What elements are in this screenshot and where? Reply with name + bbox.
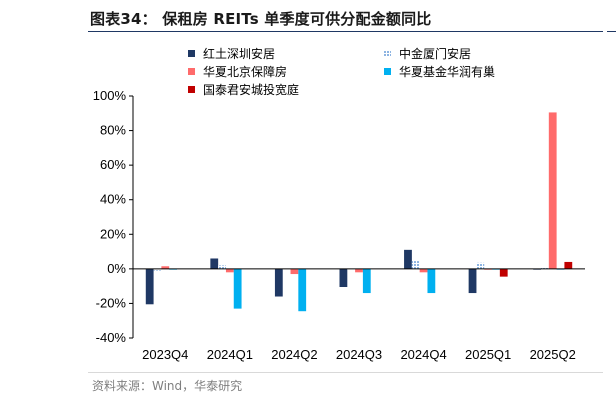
bar-2024Q2-series-3 — [290, 268, 299, 275]
figure-title: 图表34： 保租房 REITs 单季度可供分配金额同比 — [90, 10, 432, 28]
legend-label-4: 华夏基金华润有巢 — [399, 64, 495, 79]
bar-2024Q3-series-4 — [362, 268, 371, 294]
x-axis: 2023Q4 2024Q1 2024Q2 2024Q3 2024Q4 2025Q1 2025… — [133, 268, 585, 362]
bar-2024Q4-series-3 — [419, 268, 428, 273]
legend-label-2: 中金厦门安居 — [399, 46, 471, 61]
x-tick-label: 2024Q1 — [207, 347, 253, 362]
y-tick-label: 100% — [93, 88, 127, 103]
legend-swatch-3 — [188, 68, 195, 75]
bar-2023Q4-series-2 — [153, 268, 162, 271]
bar-2025Q1-series-2 — [476, 262, 485, 269]
legend-label-3: 华夏北京保障房 — [203, 64, 287, 79]
bar-2024Q2-series-4 — [298, 268, 307, 312]
legend-swatch-4 — [384, 68, 391, 75]
x-tick-label: 2025Q2 — [530, 347, 576, 362]
bar-2024Q2-series-1 — [274, 268, 283, 297]
bar-2024Q3-series-3 — [355, 268, 363, 273]
y-tick-label: 40% — [100, 192, 126, 207]
y-tick-label: -40% — [96, 330, 127, 345]
right-divider — [607, 31, 616, 32]
bar-2023Q4-series-3 — [161, 266, 170, 269]
bars — [145, 112, 573, 312]
bar-2025Q1-series-1 — [468, 268, 477, 294]
y-tick-label: 0% — [107, 261, 126, 276]
y-tick-label: 60% — [100, 157, 126, 172]
title-divider — [88, 31, 603, 32]
legend-label-5: 国泰君安城投宽庭 — [203, 82, 299, 97]
bar-2024Q4-series-2 — [411, 261, 420, 269]
bar-2024Q1-series-4 — [233, 268, 242, 309]
bar-2023Q4-series-1 — [145, 268, 154, 305]
x-tick-label: 2024Q2 — [271, 347, 317, 362]
y-tick-label: 80% — [100, 123, 126, 138]
legend-label-1: 红土深圳安居 — [203, 46, 275, 61]
bar-2024Q4-series-4 — [427, 268, 436, 294]
legend-swatch-2 — [384, 50, 391, 57]
legend-swatch-1 — [188, 50, 195, 57]
bar-2024Q1-series-2 — [218, 265, 226, 269]
bar-2024Q1-series-1 — [210, 258, 219, 269]
bar-2024Q3-series-1 — [339, 268, 348, 288]
source-note: 资料来源：Wind，华泰研究 — [92, 379, 243, 393]
bar-2025Q2-series-5 — [564, 261, 573, 269]
source-divider — [88, 372, 603, 373]
x-tick-label: 2024Q4 — [400, 347, 446, 362]
x-tick-label: 2024Q3 — [336, 347, 382, 362]
x-tick-label: 2025Q1 — [465, 347, 511, 362]
y-tick-label: 20% — [100, 226, 126, 241]
bar-2024Q4-series-1 — [404, 249, 412, 269]
y-axis: -40% -20% 0% 20% 40% 60% 80% 100% — [93, 88, 134, 345]
x-tick-label: 2023Q4 — [142, 347, 188, 362]
bar-2024Q1-series-3 — [225, 268, 234, 273]
bar-2025Q2-series-3 — [548, 112, 557, 269]
bar-2025Q1-series-5 — [499, 268, 508, 277]
y-tick-label: -20% — [96, 295, 127, 310]
legend-swatch-5 — [188, 86, 195, 93]
